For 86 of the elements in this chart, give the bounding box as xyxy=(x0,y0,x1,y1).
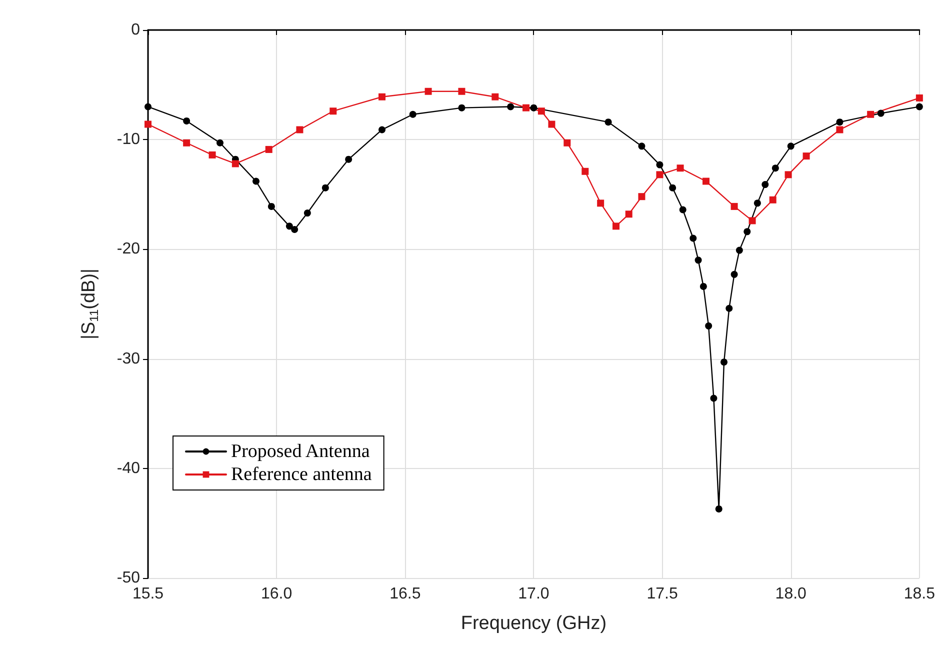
point xyxy=(877,110,884,117)
point xyxy=(730,202,738,210)
point xyxy=(836,126,844,134)
point xyxy=(183,139,190,146)
point xyxy=(597,200,604,207)
point xyxy=(582,168,589,175)
y-tick-label: -50 xyxy=(116,570,140,586)
point xyxy=(216,139,224,146)
point xyxy=(330,108,337,115)
point xyxy=(656,171,664,178)
point xyxy=(492,93,499,100)
point xyxy=(656,161,664,168)
point xyxy=(538,108,545,115)
point xyxy=(183,117,190,124)
point xyxy=(638,193,646,200)
point xyxy=(802,152,810,160)
point xyxy=(669,184,676,192)
point xyxy=(232,160,239,168)
point xyxy=(720,358,728,366)
point xyxy=(265,146,272,153)
x-axis-title: Frequency (GHz) xyxy=(460,613,607,634)
y-tick-label: -10 xyxy=(116,131,140,148)
point xyxy=(144,103,152,110)
point xyxy=(345,156,352,163)
point xyxy=(676,164,684,172)
point xyxy=(612,222,620,230)
point xyxy=(304,210,311,217)
x-tick-label: 18.0 xyxy=(775,586,807,602)
point xyxy=(604,118,612,126)
x-tick-label: 16.0 xyxy=(261,586,292,602)
y-axis-title: |S11(dB)| xyxy=(78,268,101,340)
point xyxy=(268,202,275,210)
x-tick-label: 18.5 xyxy=(904,586,936,602)
point xyxy=(638,142,646,150)
point xyxy=(424,88,432,95)
x-tick-label: 17.5 xyxy=(646,586,678,602)
point xyxy=(690,234,697,242)
point xyxy=(378,93,386,100)
point xyxy=(754,200,761,207)
point xyxy=(458,88,466,95)
point xyxy=(769,196,776,204)
point xyxy=(748,217,756,224)
point xyxy=(694,256,702,264)
point xyxy=(702,178,710,185)
x-tick-label: 15.5 xyxy=(132,586,164,602)
point xyxy=(710,394,718,402)
point xyxy=(762,181,769,188)
point xyxy=(787,142,794,150)
point xyxy=(916,103,923,110)
point xyxy=(409,110,416,118)
point xyxy=(144,120,152,128)
point xyxy=(772,164,779,172)
legend-label: Proposed Antenna xyxy=(231,441,370,462)
point xyxy=(522,104,530,112)
point xyxy=(700,282,707,290)
point xyxy=(736,246,743,254)
point xyxy=(744,228,751,236)
point xyxy=(322,184,329,192)
point xyxy=(530,104,538,112)
point xyxy=(836,118,844,126)
x-tick-label: 17.0 xyxy=(518,586,550,602)
point xyxy=(296,126,304,134)
point xyxy=(458,104,466,112)
point xyxy=(705,322,712,330)
y-tick-label: 0 xyxy=(131,22,140,38)
point xyxy=(291,226,298,233)
point xyxy=(625,210,632,218)
y-tick-label: -20 xyxy=(116,240,140,258)
point xyxy=(507,103,514,110)
point xyxy=(715,505,722,512)
point xyxy=(867,110,874,118)
point xyxy=(784,171,792,178)
point xyxy=(378,126,386,134)
point xyxy=(286,222,293,230)
point xyxy=(548,120,556,128)
point xyxy=(564,139,571,146)
x-tick-label: 16.5 xyxy=(390,586,421,602)
point xyxy=(726,304,733,312)
y-tick-label: -30 xyxy=(116,350,140,368)
point xyxy=(730,270,738,278)
point xyxy=(916,94,923,102)
point xyxy=(252,178,260,185)
legend-label: Reference antenna xyxy=(231,464,372,485)
point xyxy=(208,151,216,158)
point xyxy=(679,206,686,214)
y-tick-label: -40 xyxy=(116,460,140,477)
